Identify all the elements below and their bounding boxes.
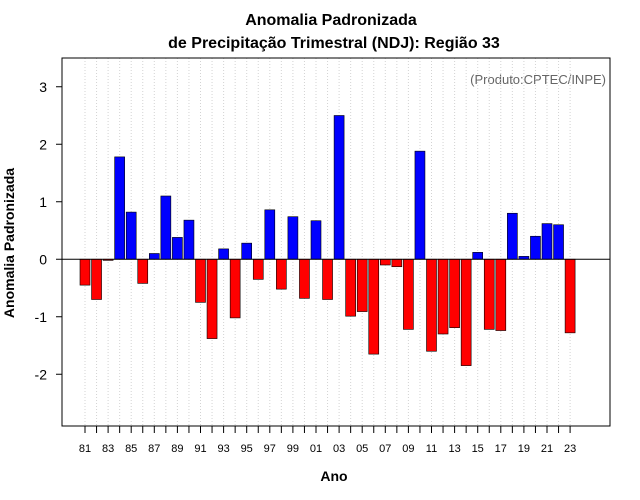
bar-2011 [426,258,437,352]
x-tick-label: 81 [79,443,91,455]
x-tick-label: 85 [125,443,137,455]
bar-1993 [218,248,229,260]
bar-1984 [114,156,125,260]
plot-frame [61,57,611,427]
source-annotation: (Produto:CPTEC/INPE) [470,72,606,87]
x-tick-label: 19 [518,443,530,455]
bar-1981 [79,258,91,286]
bar-1989 [172,237,183,260]
bar-2002 [322,258,333,300]
bar-2006 [368,258,380,355]
bar-2020 [530,235,541,260]
x-tick-label: 03 [333,443,345,455]
bar-2012 [437,258,449,335]
x-tick-label: 15 [472,443,484,455]
y-tick-label: -2 [35,366,48,382]
bar-2023 [564,258,576,334]
x-tick-label: 05 [356,443,368,455]
x-tick-label: 21 [541,443,553,455]
y-axis-title: Anomalia Padronizada [1,168,17,318]
bar-2004 [345,258,356,317]
bar-1985 [125,211,137,260]
bars [79,115,576,366]
bar-2014 [460,258,472,366]
bar-2001 [310,220,322,260]
bar-1998 [276,258,287,290]
bar-2010 [414,150,426,260]
y-tick-label: 3 [39,79,47,95]
bar-2017 [495,258,507,331]
bar-2013 [449,258,460,328]
bar-2018 [507,212,518,260]
x-tick-label: 23 [564,443,576,455]
x-tick-label: 97 [264,443,276,455]
bar-1999 [287,216,299,260]
bar-1994 [229,258,241,319]
x-axis: 81 83 85 87 89 91 93 95 97 99 01 03 05 07 09 11 13 15 17 19… [79,426,576,455]
bar-1982 [91,258,102,300]
x-tick-label: 95 [241,443,253,455]
bar-1995 [241,242,252,260]
y-axis: -2 -1 0 1 2 3 [35,79,62,382]
x-tick-label: 01 [310,443,322,455]
bar-2000 [299,258,310,299]
x-tick-label: 83 [102,443,114,455]
x-axis-title: Ano [320,468,347,484]
x-tick-label: 87 [148,443,160,455]
bar-2015 [472,252,484,260]
bar-2022 [553,224,564,260]
y-tick-label: 2 [39,136,47,152]
bar-2016 [483,258,495,330]
bar-1991 [195,258,206,303]
y-tick-label: -1 [35,309,48,325]
bar-1988 [160,195,172,260]
x-tick-label: 89 [171,443,183,455]
x-tick-label: 07 [379,443,391,455]
bar-1997 [264,209,276,260]
bar-1996 [252,258,264,280]
bar-2007 [379,258,391,266]
x-tick-label: 91 [194,443,206,455]
bar-1986 [137,258,149,284]
bar-1990 [183,219,195,260]
bar-2005 [356,258,368,312]
y-tick-label: 0 [39,251,47,267]
bar-2008 [391,258,403,268]
y-tick-label: 1 [39,194,47,210]
chart-subtitle: de Precipitação Trimestral (NDJ): Região… [168,35,500,52]
grid-lines [84,58,571,426]
x-tick-label: 93 [217,443,229,455]
bar-1987 [149,253,160,260]
x-tick-label: 17 [495,443,507,455]
x-tick-label: 11 [426,443,437,455]
x-tick-label: 99 [287,443,299,455]
bar-2003 [333,115,345,260]
chart-title: Anomalia Padronizada [245,12,417,29]
x-tick-label: 09 [402,443,414,455]
bar-2021 [541,223,553,260]
x-tick-label: 13 [448,443,460,455]
bar-1992 [206,258,218,339]
bar-2009 [403,258,414,330]
